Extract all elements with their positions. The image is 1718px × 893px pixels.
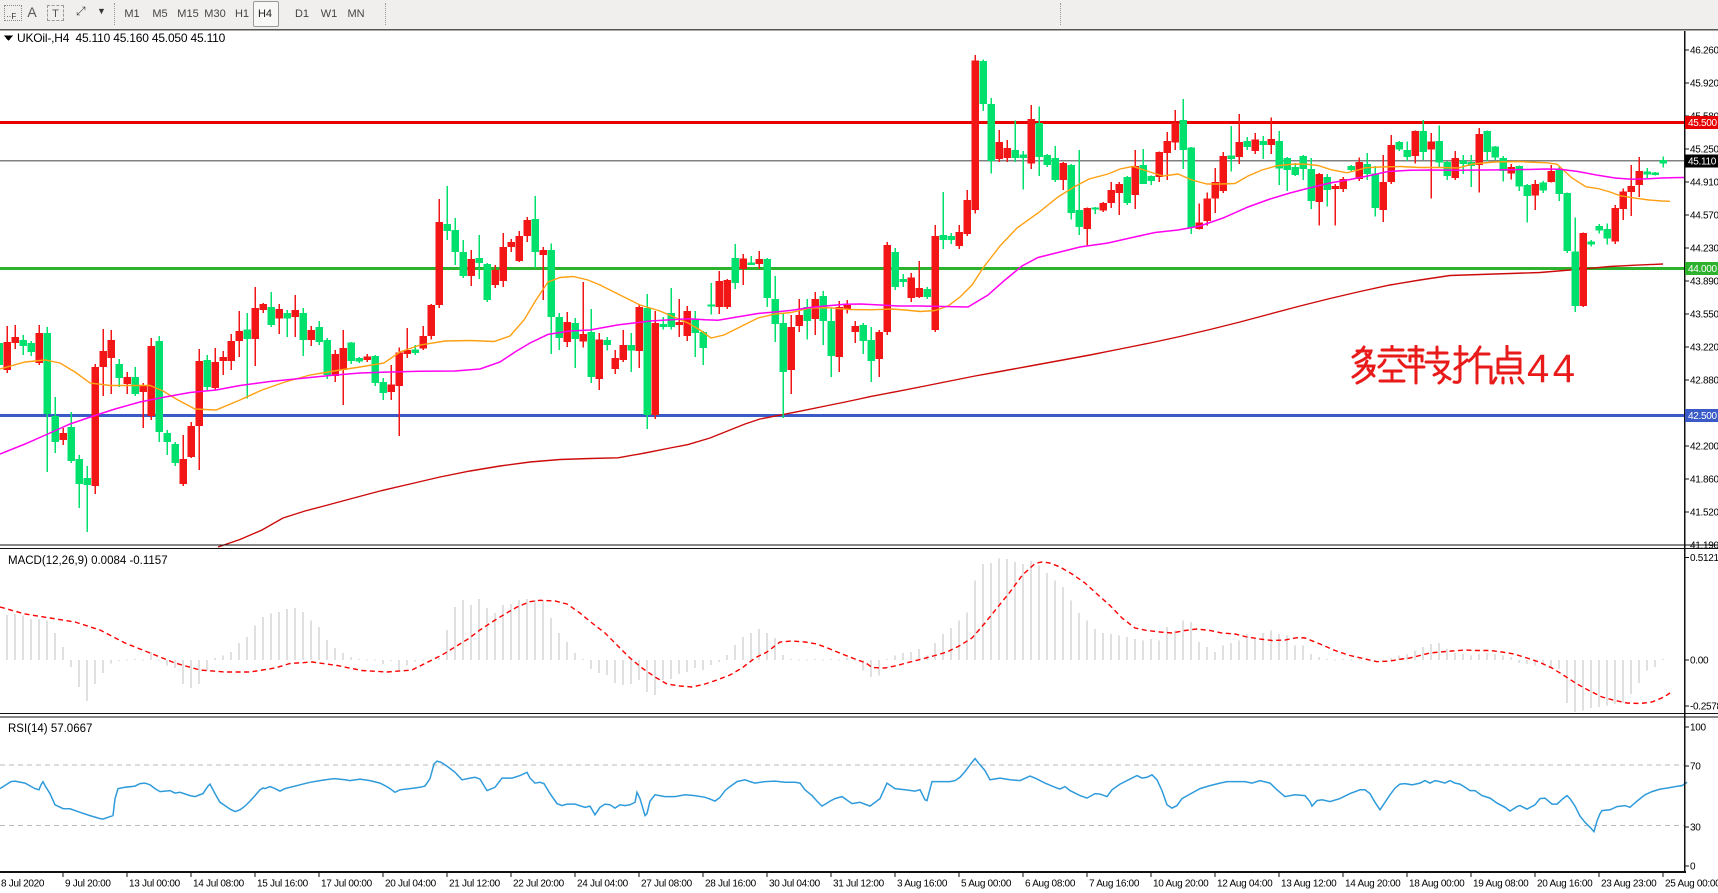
svg-text:44.230: 44.230 bbox=[1690, 244, 1718, 255]
svg-text:25 Aug 00:00: 25 Aug 00:00 bbox=[1665, 879, 1718, 890]
svg-text:42.880: 42.880 bbox=[1690, 376, 1718, 387]
svg-text:44.910: 44.910 bbox=[1690, 178, 1718, 189]
svg-text:42.500: 42.500 bbox=[1688, 411, 1718, 422]
svg-text:19 Aug 08:00: 19 Aug 08:00 bbox=[1473, 879, 1529, 890]
svg-text:70: 70 bbox=[1690, 762, 1701, 773]
svg-text:43.220: 43.220 bbox=[1690, 343, 1718, 354]
svg-text:21 Jul 12:00: 21 Jul 12:00 bbox=[449, 879, 501, 890]
svg-text:12 Aug 04:00: 12 Aug 04:00 bbox=[1217, 879, 1273, 890]
svg-text:44.570: 44.570 bbox=[1690, 211, 1718, 222]
svg-text:44.000: 44.000 bbox=[1688, 264, 1718, 275]
svg-text:22 Jul 20:00: 22 Jul 20:00 bbox=[513, 879, 565, 890]
svg-text:0.00: 0.00 bbox=[1690, 656, 1709, 667]
svg-text:0.5121: 0.5121 bbox=[1690, 553, 1718, 564]
svg-text:0: 0 bbox=[1690, 862, 1696, 873]
svg-text:13 Jul 00:00: 13 Jul 00:00 bbox=[129, 879, 181, 890]
svg-text:9 Jul 20:00: 9 Jul 20:00 bbox=[65, 879, 111, 890]
svg-text:45.920: 45.920 bbox=[1690, 79, 1718, 90]
svg-text:30 Jul 04:00: 30 Jul 04:00 bbox=[769, 879, 821, 890]
svg-text:24 Jul 04:00: 24 Jul 04:00 bbox=[577, 879, 629, 890]
svg-text:6 Aug 08:00: 6 Aug 08:00 bbox=[1025, 879, 1076, 890]
svg-text:23 Aug 23:00: 23 Aug 23:00 bbox=[1601, 879, 1657, 890]
svg-text:13 Aug 12:00: 13 Aug 12:00 bbox=[1281, 879, 1337, 890]
svg-text:7 Aug 16:00: 7 Aug 16:00 bbox=[1089, 879, 1140, 890]
svg-text:-0.2578: -0.2578 bbox=[1690, 702, 1718, 713]
svg-text:42.200: 42.200 bbox=[1690, 442, 1718, 453]
svg-text:100: 100 bbox=[1690, 723, 1707, 734]
svg-text:45.500: 45.500 bbox=[1688, 118, 1718, 129]
svg-text:17 Jul 00:00: 17 Jul 00:00 bbox=[321, 879, 373, 890]
svg-text:28 Jul 16:00: 28 Jul 16:00 bbox=[705, 879, 757, 890]
svg-text:5 Aug 00:00: 5 Aug 00:00 bbox=[961, 879, 1012, 890]
svg-text:43.890: 43.890 bbox=[1690, 277, 1718, 288]
svg-text:3 Aug 16:00: 3 Aug 16:00 bbox=[897, 879, 948, 890]
svg-text:43.550: 43.550 bbox=[1690, 310, 1718, 321]
svg-text:30: 30 bbox=[1690, 823, 1701, 834]
svg-text:RSI(14) 57.0667: RSI(14) 57.0667 bbox=[8, 723, 92, 735]
svg-text:44: 44 bbox=[1527, 347, 1575, 385]
svg-text:45.250: 45.250 bbox=[1690, 145, 1718, 156]
svg-text:27 Jul 08:00: 27 Jul 08:00 bbox=[641, 879, 693, 890]
svg-text:18 Aug 00:00: 18 Aug 00:00 bbox=[1409, 879, 1465, 890]
svg-text:15 Jul 16:00: 15 Jul 16:00 bbox=[257, 879, 309, 890]
svg-text:14 Aug 20:00: 14 Aug 20:00 bbox=[1345, 879, 1401, 890]
svg-text:31 Jul 12:00: 31 Jul 12:00 bbox=[833, 879, 885, 890]
svg-text:41.190: 41.190 bbox=[1690, 541, 1718, 552]
svg-text:46.260: 46.260 bbox=[1690, 46, 1718, 57]
svg-text:MACD(12,26,9) 0.0084 -0.1157: MACD(12,26,9) 0.0084 -0.1157 bbox=[8, 555, 168, 567]
svg-text:10 Aug 20:00: 10 Aug 20:00 bbox=[1153, 879, 1209, 890]
svg-text:UKOil-,H4 45.110 45.160 45.05: UKOil-,H4 45.110 45.160 45.050 45.110 bbox=[17, 31, 226, 45]
svg-text:41.520: 41.520 bbox=[1690, 508, 1718, 519]
svg-text:20 Aug 16:00: 20 Aug 16:00 bbox=[1537, 879, 1593, 890]
svg-text:20 Jul 04:00: 20 Jul 04:00 bbox=[385, 879, 437, 890]
svg-text:45.110: 45.110 bbox=[1688, 157, 1717, 168]
svg-text:8 Jul 2020: 8 Jul 2020 bbox=[1, 879, 45, 890]
svg-text:14 Jul 08:00: 14 Jul 08:00 bbox=[193, 879, 245, 890]
svg-text:41.860: 41.860 bbox=[1690, 475, 1718, 486]
